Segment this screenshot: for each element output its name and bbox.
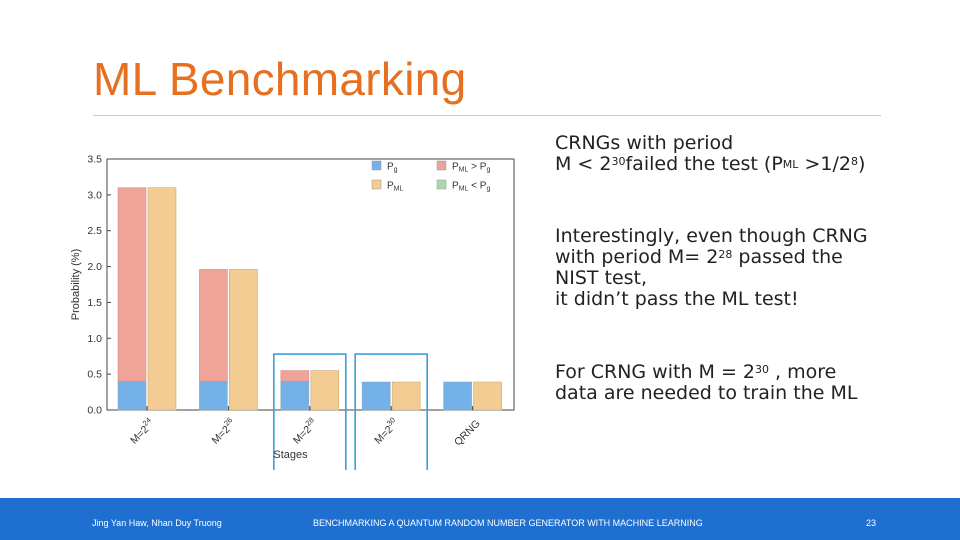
- x-tick-label: M=228: [289, 416, 320, 447]
- legend-swatch: [436, 179, 447, 190]
- more-data-line2: data are needed to train the ML: [555, 382, 858, 404]
- footer-page-number: 23: [866, 518, 877, 528]
- failed-line1: CRNGs with period: [555, 132, 734, 154]
- bar-pml: [310, 370, 340, 411]
- bar-pml: [473, 381, 502, 411]
- footer-authors: Jing Yan Haw, Nhan Duy Truong: [92, 518, 222, 528]
- legend-swatch: [371, 160, 382, 171]
- bar-pg: [280, 381, 310, 411]
- bar-pg: [199, 381, 228, 411]
- bar-excess: [117, 187, 147, 382]
- y-tick-label: 1.5: [87, 297, 102, 309]
- x-tick-label: M=230: [370, 416, 401, 447]
- legend-label: PML: [387, 181, 404, 193]
- legend-swatch: [371, 179, 382, 190]
- legend-label-base: P: [387, 181, 394, 192]
- more-data-line1-a: For CRNG with M = 2: [555, 361, 756, 383]
- interesting-line2-exp: 28: [718, 248, 733, 261]
- failed-line2-b: failed the test (P: [625, 153, 783, 175]
- legend-label: PML < Pg: [452, 181, 490, 193]
- footer-bar: Jing Yan Haw, Nhan Duy Truong BENCHMARKI…: [0, 498, 960, 540]
- more-data-line1-b: , more: [769, 361, 837, 383]
- highlight-box: [354, 353, 429, 470]
- x-tick-label: M=226: [207, 416, 238, 447]
- bar-pg: [117, 381, 147, 411]
- bar-pg: [443, 381, 472, 411]
- y-tick-label: 3.0: [87, 189, 102, 201]
- bar-pml: [391, 381, 421, 411]
- failed-line2-exp: 30: [611, 155, 626, 168]
- title-divider: [93, 115, 881, 116]
- legend-label-base: P: [452, 181, 459, 192]
- legend-label-sub: ML: [459, 186, 469, 193]
- x-tick-label: QRNG: [452, 418, 483, 449]
- x-tick-base: QRNG: [452, 418, 483, 449]
- legend-label: PML > Pg: [452, 162, 490, 174]
- interesting-line2-a: with period M= 2: [555, 246, 719, 268]
- interesting-line3: NIST test,: [555, 267, 648, 289]
- footer-caption: BENCHMARKING A QUANTUM RANDOM NUMBER GEN…: [313, 518, 703, 528]
- failed-line2-c: >1/2: [798, 153, 851, 175]
- y-tick-label: 2.0: [87, 261, 102, 273]
- legend-label-base: P: [452, 162, 459, 173]
- y-tick-label: 2.5: [87, 225, 102, 237]
- legend-label-rest: < P: [468, 181, 486, 192]
- y-axis-label: Probability (%): [70, 249, 82, 321]
- failed-line2-a: M < 2: [555, 153, 612, 175]
- legend-label-sub: ML: [459, 167, 469, 174]
- probability-bar-chart: 0.0 0.5 1.0 1.5 2.0 2.5 3.0 3.5 Probability (%) M…: [70, 154, 515, 470]
- legend-swatch: [436, 160, 447, 171]
- legend-label-sub2: g: [486, 167, 490, 174]
- bar-pml: [147, 187, 177, 411]
- legend-label-rest: > P: [468, 162, 486, 173]
- legend-label-sub: ML: [394, 186, 404, 193]
- slide-title: ML Benchmarking: [93, 53, 467, 105]
- legend-label: Pg: [387, 162, 398, 174]
- legend-label-sub: g: [394, 167, 398, 174]
- x-tick-label: M=224: [126, 416, 157, 447]
- interesting-line4: it didn’t pass the ML test!: [555, 288, 799, 310]
- y-tick-label: 0.0: [87, 405, 102, 417]
- bar-excess: [280, 370, 310, 382]
- legend-label-base: P: [387, 162, 394, 173]
- text-block-failed: CRNGs with period M < 230failed the test…: [555, 133, 865, 175]
- legend-label-sub2: g: [486, 186, 490, 193]
- text-block-more-data: For CRNG with M = 230 , more data are ne…: [555, 362, 857, 404]
- interesting-line2-b: passed the: [732, 246, 843, 268]
- text-block-interesting: Interestingly, even though CRNG with per…: [555, 226, 868, 310]
- y-tick-label: 1.0: [87, 333, 102, 345]
- y-tick-label: 0.5: [87, 369, 102, 381]
- failed-line2-exp2: 8: [850, 155, 858, 168]
- y-tick-label: 3.5: [87, 154, 102, 166]
- highlight-box: [273, 353, 347, 470]
- interesting-line1: Interestingly, even though CRNG: [555, 225, 868, 247]
- bar-excess: [199, 269, 228, 382]
- x-tick-base: M=2: [291, 423, 314, 446]
- x-axis-label: Stages: [273, 449, 308, 461]
- failed-line2-d: ): [857, 153, 866, 175]
- bar-pml: [229, 269, 258, 411]
- more-data-line1-exp: 30: [755, 363, 770, 376]
- failed-line2-sub: ML: [782, 158, 799, 171]
- bar-pg: [361, 381, 391, 411]
